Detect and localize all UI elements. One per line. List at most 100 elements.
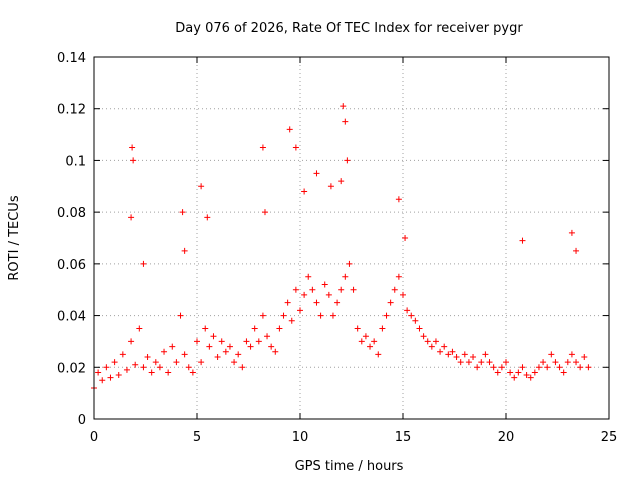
data-point [548, 351, 555, 358]
data-point [585, 364, 592, 371]
data-point [342, 273, 349, 280]
data-point [552, 359, 559, 366]
data-point [354, 325, 361, 332]
data-point [189, 369, 196, 376]
data-point [408, 312, 415, 319]
data-point [573, 359, 580, 366]
y-tick-label: 0.06 [57, 258, 86, 273]
data-point [470, 353, 477, 360]
x-tick-label: 5 [193, 430, 201, 445]
data-point [350, 286, 357, 293]
data-point [309, 286, 316, 293]
data-point [387, 299, 394, 306]
data-point [317, 312, 324, 319]
data-point [540, 359, 547, 366]
data-point [301, 188, 308, 195]
data-point [206, 343, 213, 350]
data-point [474, 364, 481, 371]
data-point [251, 325, 258, 332]
data-points [91, 103, 592, 391]
data-point [264, 333, 271, 340]
y-tick-label: 0.12 [57, 103, 86, 118]
data-point [284, 299, 291, 306]
data-point [198, 183, 205, 190]
data-point [286, 126, 293, 133]
data-point [449, 348, 456, 355]
data-point [136, 325, 143, 332]
data-point [478, 359, 485, 366]
data-point [140, 364, 147, 371]
data-point [144, 353, 151, 360]
data-point [362, 333, 369, 340]
y-tick-label: 0.08 [57, 206, 86, 221]
data-point [95, 369, 102, 376]
data-point [412, 317, 419, 324]
data-point [185, 364, 192, 371]
data-point [334, 299, 341, 306]
data-point [128, 338, 135, 345]
data-point [202, 325, 209, 332]
data-point [453, 353, 460, 360]
data-point [523, 372, 530, 379]
data-point [367, 343, 374, 350]
data-point [210, 333, 217, 340]
data-point [173, 359, 180, 366]
data-point [338, 286, 345, 293]
data-point [194, 338, 200, 345]
data-point [268, 343, 275, 350]
data-point [402, 235, 409, 241]
data-point [375, 351, 382, 358]
data-point [222, 348, 229, 355]
x-tick-label: 15 [395, 430, 412, 445]
data-point [239, 364, 246, 371]
axis-ticks: 0 0.02 0.04 0.06 0.08 0.1 0.12 0.14 0 5 10 15 20 25 [57, 51, 617, 445]
data-point [437, 348, 444, 355]
data-point [428, 343, 435, 350]
x-axis-label: GPS time / hours [295, 459, 404, 474]
data-point [288, 317, 295, 324]
data-point [342, 118, 349, 125]
data-point [313, 299, 320, 306]
y-tick-label: 0 [78, 413, 86, 428]
data-point [214, 353, 221, 360]
chart-title: Day 076 of 2026, Rate Of TEC Index for r… [175, 21, 523, 36]
data-point [544, 364, 551, 371]
data-point [119, 351, 126, 358]
data-point [327, 183, 334, 190]
data-point [531, 369, 538, 376]
data-point [560, 369, 567, 376]
data-point [235, 351, 242, 358]
grid-lines [94, 57, 609, 419]
data-point [503, 359, 509, 366]
data-point [568, 351, 575, 358]
data-point [226, 343, 233, 350]
data-point [218, 338, 225, 345]
data-point [383, 312, 390, 319]
y-tick-label: 0.14 [57, 51, 86, 66]
data-point [321, 281, 328, 288]
data-point [259, 312, 266, 319]
data-point [107, 374, 114, 381]
data-point [519, 364, 526, 371]
data-point [313, 170, 320, 177]
data-point [494, 369, 501, 376]
plot-frame [93, 56, 610, 420]
y-tick-label: 0.1 [65, 154, 86, 169]
data-point [165, 369, 172, 376]
data-point [400, 291, 406, 298]
data-point [255, 338, 262, 345]
data-point [111, 359, 118, 366]
data-point [130, 157, 137, 164]
data-point [292, 144, 299, 151]
data-point [198, 359, 205, 366]
data-point [115, 372, 122, 379]
data-point [292, 286, 299, 293]
data-point [103, 364, 110, 371]
data-point [346, 260, 353, 267]
data-point [301, 291, 308, 298]
data-point [161, 348, 168, 355]
data-point [297, 307, 303, 314]
data-point [247, 343, 254, 350]
data-point [490, 364, 497, 371]
data-point [340, 103, 347, 110]
